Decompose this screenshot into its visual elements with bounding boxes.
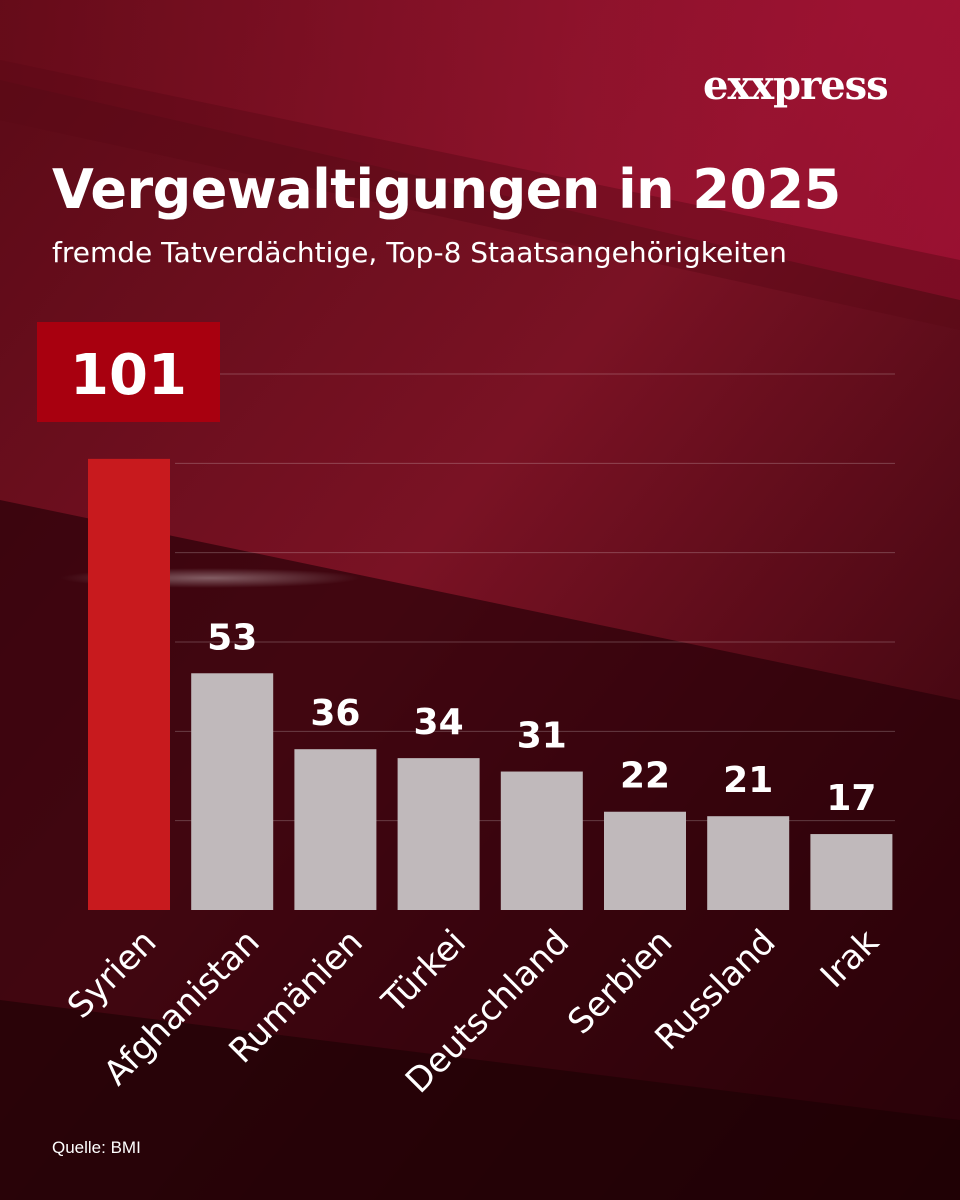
bar-value-label: 31 <box>517 716 567 757</box>
bar <box>500 771 583 910</box>
bar <box>191 673 274 910</box>
bar <box>707 816 790 910</box>
bar-value-label: 22 <box>620 756 670 797</box>
bar <box>604 811 686 910</box>
bar-value-label: 17 <box>826 778 876 819</box>
bar <box>397 758 480 910</box>
source-note: Quelle: BMI <box>52 1138 141 1157</box>
bar-value-label: 34 <box>414 702 464 743</box>
bar <box>294 749 377 910</box>
category-label: Türkei <box>374 922 474 1022</box>
bar <box>810 834 893 910</box>
exxpress-logo: exxpress <box>703 62 889 109</box>
bar-highlight <box>88 458 170 910</box>
chart-title: Vergewaltigungen in 2025 <box>52 158 841 221</box>
bar-chart: 101Syrien53Afghanistan36Rumänien34Türkei… <box>37 322 895 1101</box>
bar-value-label: 36 <box>310 693 360 734</box>
chart-subtitle: fremde Tatverdächtige, Top-8 Staatsangeh… <box>52 236 787 269</box>
category-label: Syrien <box>60 922 164 1026</box>
bar-value-label: 101 <box>70 343 187 408</box>
highlight-value-box <box>37 322 220 422</box>
bar-value-label: 53 <box>207 617 257 658</box>
bar-value-label: 21 <box>723 760 773 801</box>
category-label: Irak <box>813 922 887 996</box>
